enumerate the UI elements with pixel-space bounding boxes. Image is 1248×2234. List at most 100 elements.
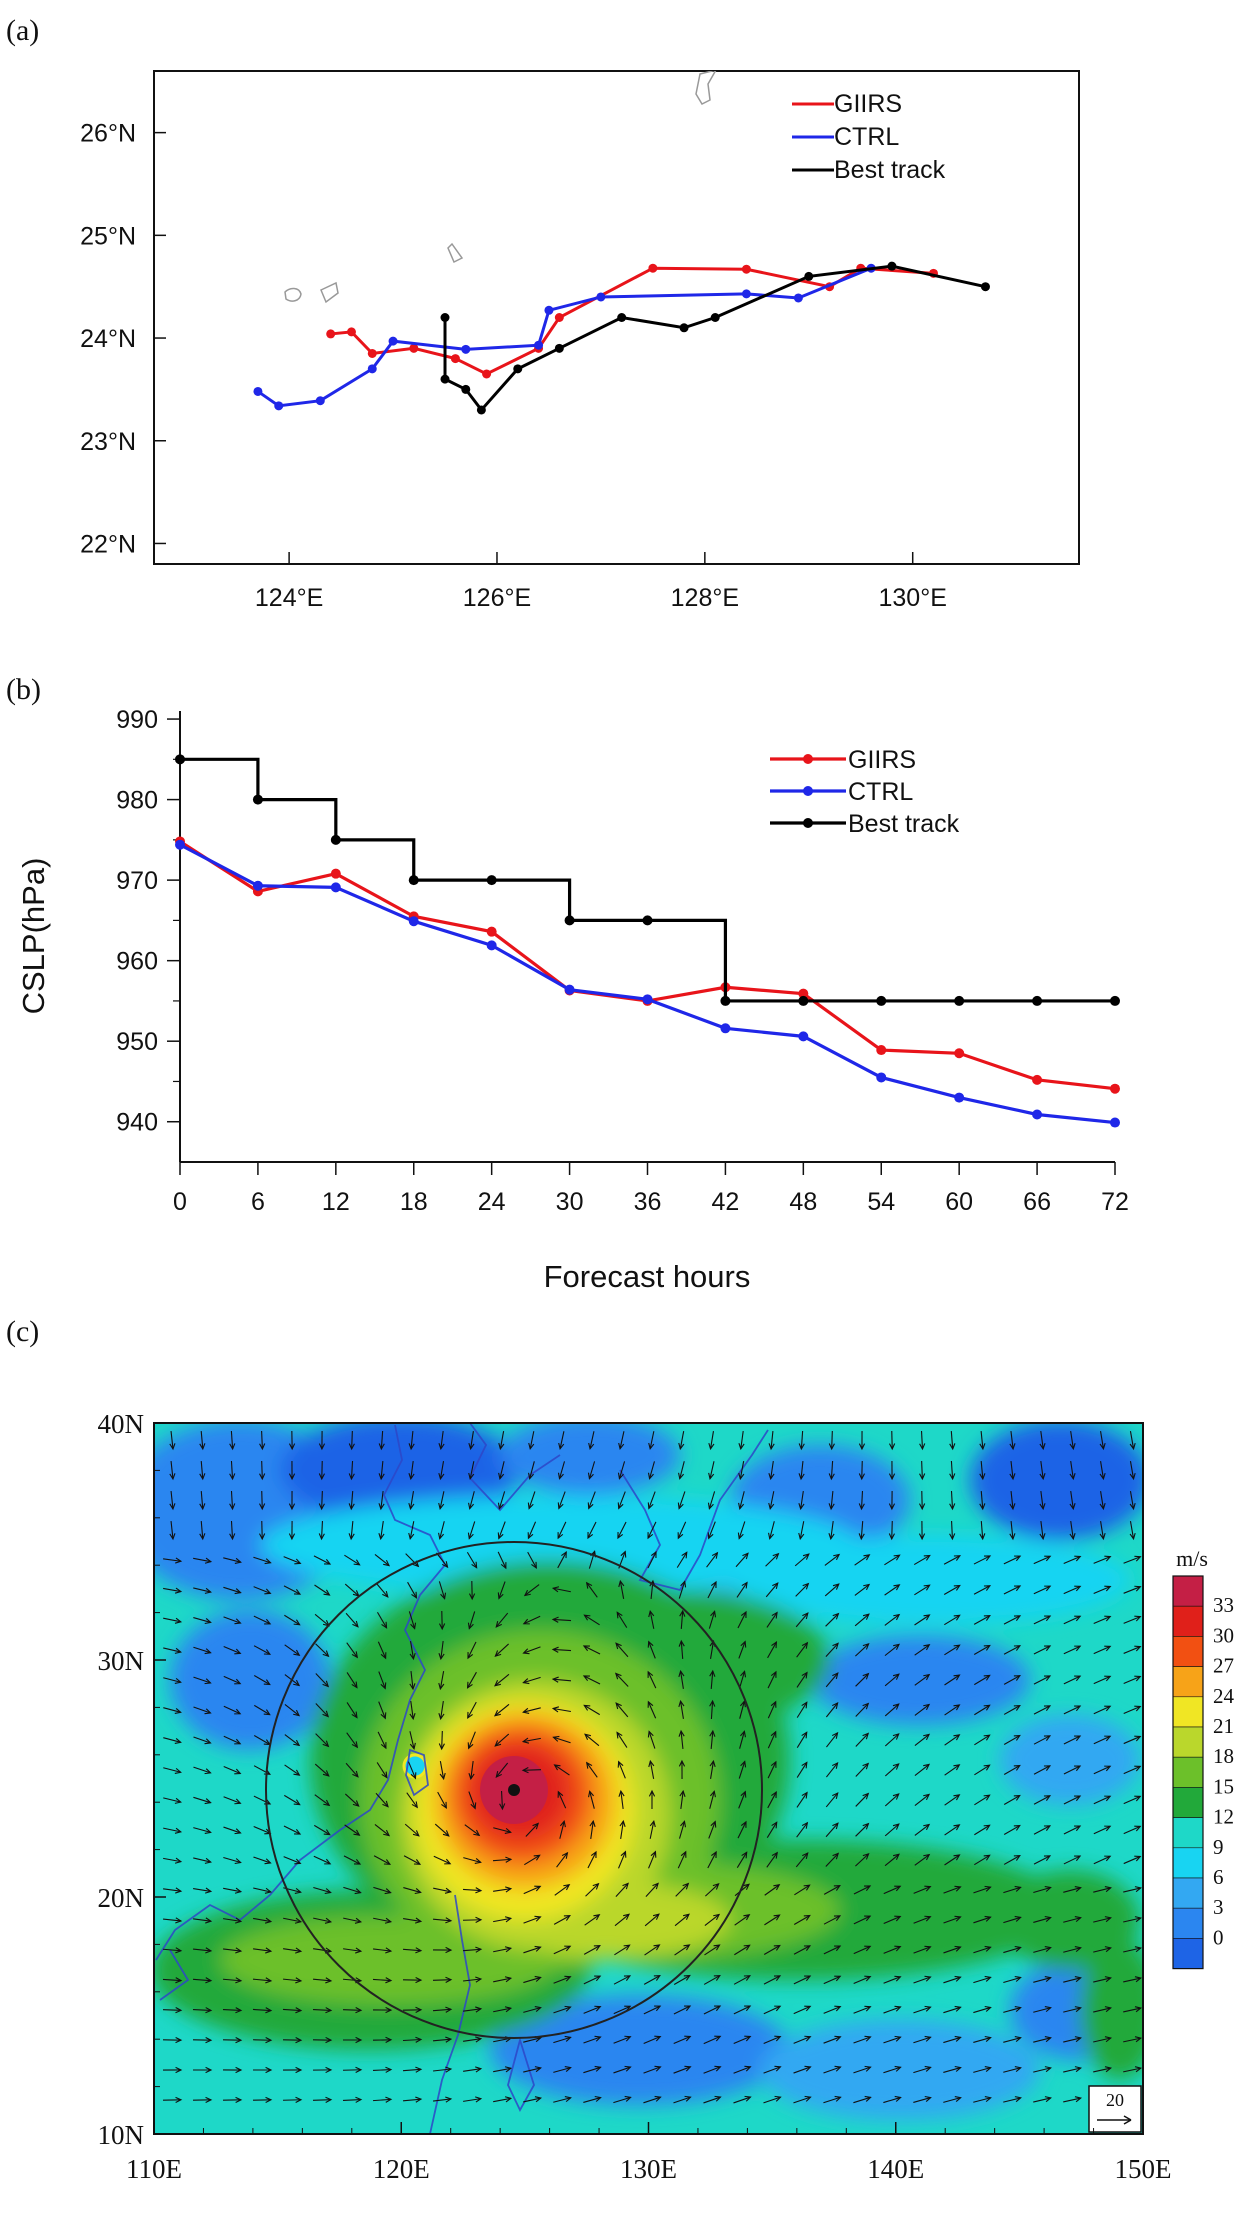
wind-vector — [1003, 2037, 1021, 2043]
wind-vector — [344, 1583, 360, 1597]
wind-vector — [613, 2066, 631, 2074]
wind-vector-head — [1044, 2096, 1052, 2103]
wind-vector — [523, 1885, 541, 1895]
wind-vector-head — [355, 1947, 363, 1954]
wind-vector — [1033, 1887, 1051, 1893]
wind-vector — [1033, 1585, 1051, 1595]
wind-vector-head — [924, 1885, 932, 1892]
wind-vector — [380, 1491, 384, 1509]
wind-vector — [469, 1461, 475, 1479]
wind-vector-head — [1134, 1825, 1142, 1832]
wind-vector-head — [803, 1884, 811, 1891]
wind-vector-head — [954, 1945, 962, 1952]
wind-vector — [613, 2036, 631, 2044]
wind-vector-head — [1104, 1916, 1112, 1923]
wind-vector-head — [199, 1533, 206, 1541]
b-data-point — [642, 994, 653, 1005]
c-xtick-label: 150E — [1115, 2154, 1172, 2184]
wind-vector-head — [1069, 1533, 1076, 1541]
wind-vector-head — [801, 1671, 808, 1679]
wind-vector — [678, 1491, 686, 1509]
a-track-point — [461, 384, 471, 394]
wind-vector — [708, 1821, 716, 1839]
wind-vector-head — [1099, 1502, 1106, 1511]
wind-vector — [884, 1823, 900, 1837]
wind-vector — [230, 1430, 234, 1450]
wind-vector — [1063, 1585, 1081, 1595]
wind-vector — [200, 1460, 204, 1480]
wind-vector — [763, 2096, 781, 2104]
wind-vector-head — [803, 1945, 812, 1951]
wind-vector-head — [259, 1473, 266, 1481]
wind-vector — [618, 1761, 626, 1779]
wind-vector-head — [623, 1913, 630, 1921]
wind-vector-head — [497, 1532, 504, 1540]
wind-vector-head — [864, 1975, 872, 1982]
wind-vector — [643, 1975, 661, 1985]
wind-vector — [738, 1761, 746, 1779]
wind-vector — [343, 1855, 361, 1865]
wind-vector-head — [832, 1612, 840, 1620]
a-track-point — [793, 293, 803, 303]
wind-vector — [1093, 1855, 1111, 1865]
wind-vector — [162, 1978, 182, 1982]
wind-vector — [462, 1888, 482, 1892]
wind-vector — [557, 1551, 567, 1569]
wind-vector — [283, 1825, 301, 1835]
wind-vector — [765, 1582, 779, 1598]
wind-vector — [769, 1521, 775, 1539]
wind-vector-head — [294, 1887, 302, 1894]
wind-vector-head — [355, 2036, 363, 2044]
wind-vector — [913, 2036, 931, 2044]
wind-vector-head — [322, 1650, 330, 1658]
b-xtick-label: 6 — [251, 1188, 265, 1216]
b-series-line-best-track — [180, 757, 1115, 1003]
wind-vector-head — [229, 1473, 236, 1481]
wind-vector-head — [858, 1443, 866, 1451]
wind-vector-head — [1074, 1855, 1082, 1862]
b-xtick-label: 42 — [712, 1188, 740, 1216]
wind-vector-head — [953, 1584, 961, 1591]
wind-vector-head — [954, 1915, 962, 1922]
wind-vector — [1129, 1461, 1135, 1479]
wind-vector — [914, 1854, 930, 1866]
b-data-point — [1032, 1074, 1043, 1085]
wind-vector-head — [445, 1976, 453, 1983]
colorbar-label: 6 — [1213, 1865, 1224, 1889]
wind-vector-head — [923, 1644, 931, 1651]
wind-vector — [436, 1552, 448, 1568]
wind-vector-head — [440, 1592, 447, 1600]
colorbar-swatch — [1172, 1575, 1204, 1607]
wind-vector — [830, 1460, 834, 1480]
wind-vector — [825, 1762, 839, 1778]
wind-vector-head — [288, 1503, 296, 1511]
wind-vector — [648, 1491, 656, 1509]
wind-vector-head — [741, 1851, 748, 1859]
wind-vector — [737, 1821, 747, 1839]
wind-vector — [524, 1854, 540, 1866]
wind-vector — [344, 1824, 360, 1836]
colorbar-label: 3 — [1213, 1895, 1224, 1919]
colorbar-swatch — [1172, 1636, 1204, 1667]
wind-vector-head — [743, 1975, 752, 1981]
wind-vector — [440, 1701, 444, 1719]
wind-vector-head — [351, 1711, 358, 1719]
wind-vector-head — [738, 1443, 745, 1451]
wind-vector — [944, 1764, 960, 1776]
wind-vector-head — [1134, 1705, 1142, 1712]
a-track-point — [513, 364, 523, 374]
wind-vector — [943, 2097, 961, 2103]
wind-vector-head — [583, 1614, 591, 1621]
wind-vector — [973, 1645, 991, 1655]
wind-vector — [1033, 1675, 1051, 1685]
wind-vector-head — [1134, 1795, 1142, 1802]
wind-vector-head — [445, 2096, 453, 2103]
wind-vector — [733, 2096, 751, 2104]
b-series-line-giirs — [179, 840, 1116, 1091]
wind-vector-head — [740, 1670, 747, 1678]
wind-vector — [497, 1551, 507, 1569]
colorbar-label: 24 — [1213, 1684, 1235, 1708]
a-track-point — [440, 374, 450, 384]
wind-vector — [523, 2067, 541, 2073]
wind-vector-head — [858, 1473, 865, 1481]
